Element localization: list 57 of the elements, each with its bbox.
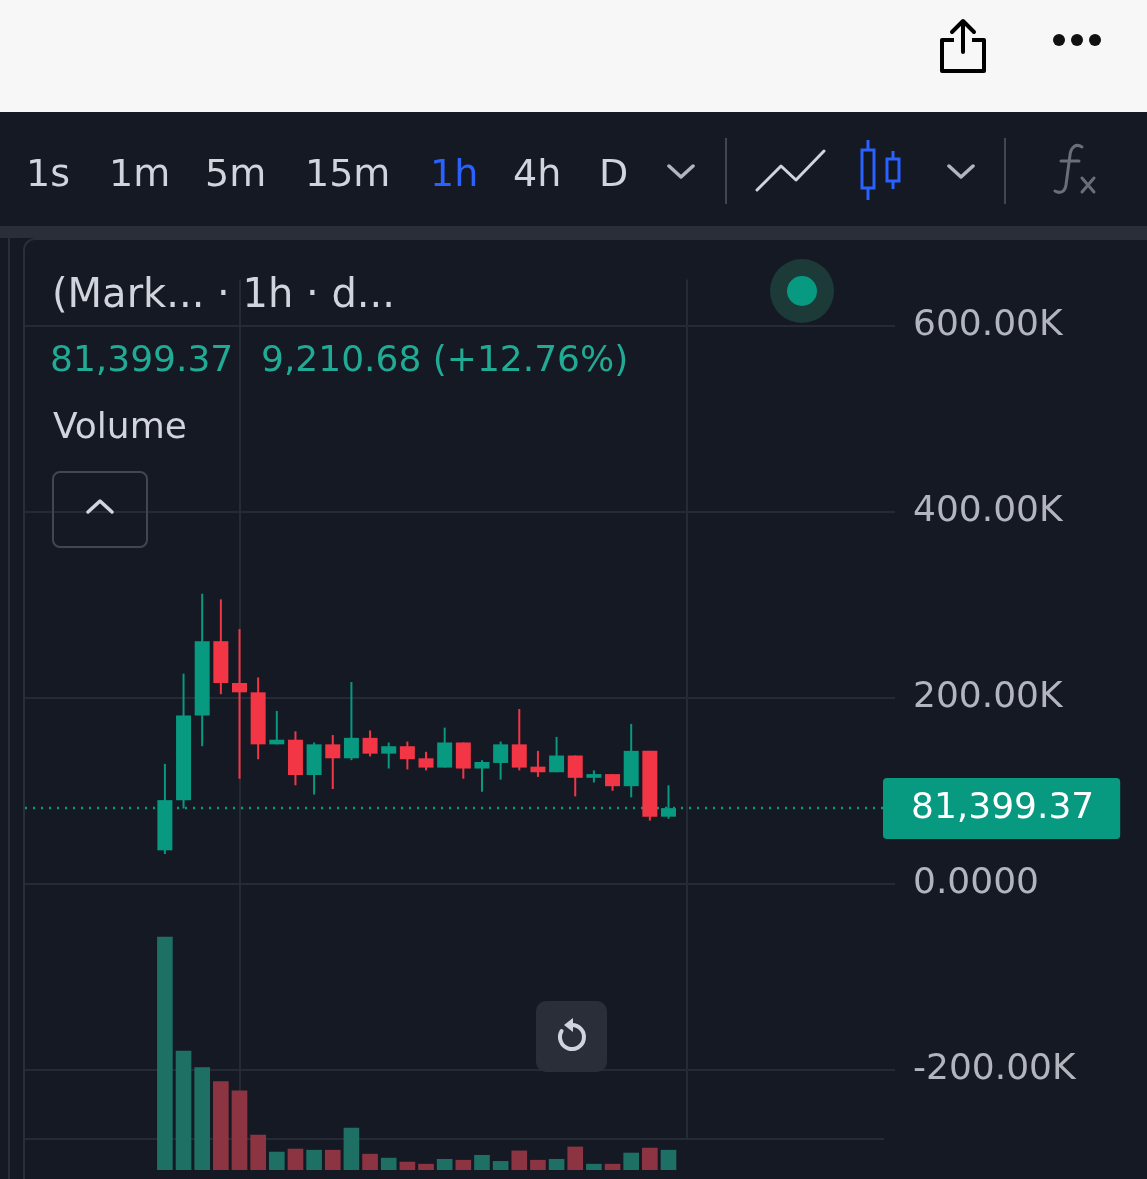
candlestick	[474, 759, 490, 793]
candlestick	[549, 735, 565, 774]
bar	[250, 1134, 266, 1170]
bar	[567, 1146, 584, 1170]
bar	[492, 1161, 509, 1170]
ref-line-label: 81,399.37	[911, 785, 1095, 827]
text: 1h	[430, 150, 479, 195]
candlestick	[325, 734, 341, 790]
bar	[343, 1127, 360, 1170]
bar	[399, 1161, 416, 1170]
text: 15m	[305, 150, 391, 195]
text: 4h	[513, 150, 562, 195]
candlestick	[567, 754, 583, 798]
bar	[362, 1153, 378, 1170]
text: 1m	[109, 150, 171, 195]
bar	[530, 1159, 546, 1170]
chart-subtitle: (Mark... · 1h · d...	[52, 269, 396, 316]
bar	[268, 1151, 285, 1170]
bar	[660, 1149, 677, 1170]
bar	[175, 1050, 192, 1170]
bar	[511, 1150, 528, 1170]
bar	[623, 1152, 640, 1170]
bar	[157, 936, 173, 1170]
bar	[604, 1163, 621, 1170]
text: 1s	[26, 150, 70, 195]
candlestick	[381, 741, 397, 770]
bar	[642, 1147, 658, 1170]
bar	[474, 1154, 490, 1170]
text: D	[599, 150, 629, 195]
bar	[306, 1149, 322, 1170]
candlestick	[232, 628, 247, 780]
y-tick-label: 200.00K	[913, 674, 1064, 716]
y-tick-label: -200.00K	[913, 1046, 1077, 1088]
annotation: 9,210.68 (+12.76%)	[261, 337, 629, 379]
bar	[436, 1158, 453, 1170]
candlestick	[343, 681, 359, 762]
candlestick	[493, 740, 509, 781]
bar	[231, 1090, 248, 1170]
chart-title: Volume	[53, 404, 187, 446]
annotation: 81,399.37	[50, 337, 234, 379]
bar	[548, 1158, 565, 1170]
bar	[194, 1067, 211, 1170]
bar	[455, 1159, 472, 1170]
bar	[586, 1163, 602, 1170]
bar	[324, 1149, 341, 1170]
y-tick-label: 600.00K	[913, 302, 1064, 344]
candlestick	[418, 750, 434, 772]
bar	[213, 1081, 229, 1170]
y-tick-label: 0.0000	[913, 860, 1039, 902]
candlestick	[362, 729, 378, 758]
y-tick-label: 400.00K	[913, 488, 1064, 530]
bar	[287, 1148, 304, 1170]
bar	[418, 1163, 434, 1170]
candlestick	[511, 708, 527, 772]
text: 5m	[205, 150, 267, 195]
bar	[380, 1157, 397, 1170]
candlestick	[399, 740, 415, 771]
